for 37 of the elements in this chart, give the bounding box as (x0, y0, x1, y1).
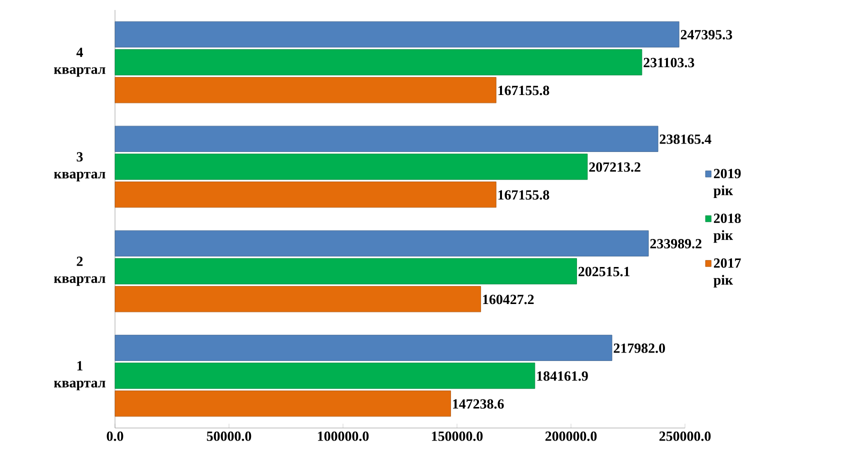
data-label: 247395.3 (680, 30, 732, 40)
data-label: 238165.4 (660, 134, 712, 144)
bar (114, 182, 496, 208)
bar (114, 77, 496, 104)
y-tick-label: 4 квартал (54, 48, 106, 77)
data-label: 207213.2 (589, 162, 640, 172)
data-label: 160427.2 (483, 294, 534, 304)
x-tick-label: 250000.0 (659, 432, 711, 441)
legend-label: 2017 рік (714, 258, 741, 288)
bar (114, 126, 658, 152)
y-tick-label: 2 квартал (54, 256, 106, 286)
bar (114, 390, 451, 417)
bar (114, 258, 577, 284)
bar (114, 154, 588, 180)
data-label: 184161.9 (537, 371, 588, 381)
x-tick-label: 100000.0 (318, 432, 369, 441)
bar (114, 21, 680, 48)
data-label: 147238.6 (453, 399, 504, 409)
legend-label: 2018 рік (714, 214, 741, 243)
bar (114, 362, 536, 389)
bar (114, 334, 612, 361)
data-label: 202515.1 (578, 266, 630, 276)
y-tick-label: 1 квартал (54, 361, 106, 390)
data-label: 233989.2 (650, 239, 702, 248)
x-tick-label: 150000.0 (432, 432, 483, 441)
x-tick-label: 0.0 (106, 432, 124, 441)
data-label: 231103.3 (644, 58, 694, 68)
data-label: 167155.8 (498, 190, 550, 200)
bar (114, 286, 481, 312)
x-tick-label: 50000.0 (206, 432, 252, 441)
x-tick-label: 200000.0 (545, 432, 597, 441)
bar (114, 49, 642, 76)
legend-label: 2019 рік (714, 168, 741, 198)
bar (114, 230, 649, 256)
data-label: 167155.8 (498, 86, 550, 96)
y-tick-label: 3 квартал (54, 152, 106, 182)
data-label: 217982.0 (614, 344, 665, 353)
